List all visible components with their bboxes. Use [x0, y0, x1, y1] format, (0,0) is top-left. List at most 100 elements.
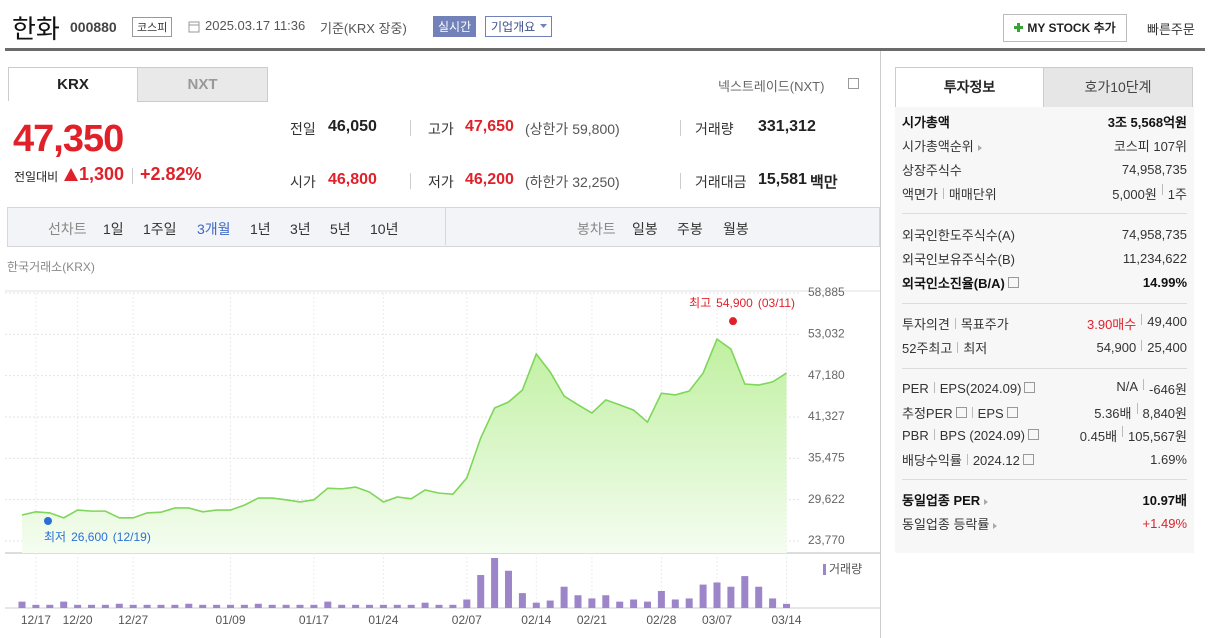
- candle-option[interactable]: 월봉: [723, 221, 749, 237]
- volume-bar: [296, 604, 304, 608]
- info-label: 최저: [963, 340, 988, 356]
- help-icon: [1007, 276, 1019, 288]
- info-label: 외국인한도주식수(A): [902, 227, 1016, 243]
- info-row: 추정PER EPS 5.36배 8,840원: [902, 401, 1187, 423]
- volume-bar: [505, 570, 512, 608]
- volume-bar: [101, 604, 109, 608]
- period-option[interactable]: 10년: [370, 221, 399, 237]
- info-row: 액면가 매매단위 5,000원 1주: [902, 182, 1187, 204]
- info-value: 74,958,735: [1121, 226, 1187, 242]
- separator: [410, 173, 411, 189]
- info-value: -646원: [1149, 381, 1187, 397]
- dropdown-arrow: [540, 24, 548, 28]
- my-stock-button[interactable]: MY STOCK 추가: [1003, 14, 1127, 42]
- quote-unit: 백만: [810, 174, 838, 191]
- volume-bar: [338, 604, 346, 608]
- candle-option[interactable]: 주봉: [677, 221, 703, 237]
- volume-bar: [532, 602, 540, 608]
- arrow-icon: [977, 144, 982, 151]
- info-labels: 외국인한도주식수(A): [902, 225, 1015, 244]
- volume-bar: [727, 586, 735, 608]
- change-label: 전일대비: [14, 170, 59, 184]
- annotation-dot: [44, 517, 52, 526]
- info-row: 배당수익률 2024.12 1.69%: [902, 448, 1187, 470]
- x-tick-label: 12/27: [118, 613, 148, 627]
- realtime-badge[interactable]: 실시간: [433, 16, 477, 37]
- section-divider: [902, 368, 1187, 369]
- quote-label: 전일: [290, 121, 316, 137]
- info-label: 외국인소진율(B/A): [902, 275, 1005, 291]
- tab-invest-info[interactable]: 투자정보: [895, 67, 1044, 107]
- volume-bar: [268, 604, 276, 608]
- info-value: +1.49%: [1142, 515, 1187, 531]
- volume-bar: [685, 598, 693, 608]
- info-label: 배당수익률: [902, 452, 962, 468]
- period-option[interactable]: 5년: [330, 221, 351, 237]
- info-label: 외국인보유주식수(B): [902, 251, 1016, 267]
- help-icon[interactable]: [848, 78, 859, 89]
- candle-option[interactable]: 일봉: [632, 221, 658, 237]
- quick-order[interactable]: 빠른주문: [1147, 22, 1195, 37]
- value-separator: [1143, 378, 1145, 390]
- period-option[interactable]: 3개월: [197, 221, 231, 237]
- volume-bar: [171, 604, 179, 608]
- volume-bar: [213, 604, 221, 608]
- help-icon: [1006, 406, 1018, 418]
- separator: [410, 120, 411, 136]
- volume-bar: [435, 604, 443, 608]
- x-tick-label: 02/28: [646, 613, 676, 627]
- volume-bar: [227, 604, 234, 608]
- label-separator: [957, 341, 959, 353]
- info-value: 25,400: [1147, 339, 1187, 355]
- volume-bar: [115, 603, 123, 608]
- volume-bar: [546, 600, 554, 608]
- up-triangle: [64, 168, 78, 181]
- volume-bar: [379, 604, 387, 608]
- period-option[interactable]: 1주일: [143, 221, 177, 237]
- info-label: 2024.12: [972, 452, 1020, 468]
- volume-bar: [46, 604, 54, 608]
- value-separator: [1161, 183, 1163, 195]
- chart-source: 한국거래소(KRX): [7, 260, 95, 274]
- tab-nxt[interactable]: NXT: [137, 67, 268, 102]
- volume-bar: [393, 604, 401, 608]
- tab-orderbook[interactable]: 호가10단계: [1043, 67, 1193, 108]
- volume-bar: [74, 604, 82, 608]
- annotation-date: (12/19): [113, 530, 151, 544]
- change-rate: +2.82%: [140, 164, 202, 184]
- period-option[interactable]: 1년: [250, 221, 271, 237]
- info-label: 매매단위: [948, 186, 997, 202]
- volume-bar: [143, 604, 151, 608]
- info-values: 74,958,735: [1122, 162, 1187, 177]
- volume-bar: [352, 604, 360, 608]
- lower-limit: (하한가 32,250): [525, 174, 620, 190]
- market-badge: 코스피: [132, 17, 173, 37]
- my-stock-label: MY STOCK 추가: [1027, 21, 1116, 35]
- line-chart-label: 선차트: [48, 221, 87, 237]
- period-option[interactable]: 3년: [290, 221, 311, 237]
- info-row: 외국인보유주식수(B) 11,234,622: [902, 247, 1187, 269]
- section-divider: [902, 479, 1187, 480]
- quote-value: 47,650: [465, 118, 514, 135]
- annotation-value-label: 26,600: [71, 530, 108, 544]
- info-label: 목표주가: [960, 316, 1009, 332]
- nxt-link[interactable]: 넥스트레이드(NXT): [718, 79, 825, 94]
- info-row: 외국인한도주식수(A) 74,958,735: [902, 223, 1187, 245]
- info-value: 74,958,735: [1121, 161, 1187, 177]
- period-option[interactable]: 1일: [103, 221, 124, 237]
- company-info-button[interactable]: 기업개요: [485, 16, 553, 37]
- volume-bar: [310, 604, 318, 608]
- label-separator: [971, 406, 973, 418]
- info-row: 상장주식수 74,958,735: [902, 158, 1187, 180]
- info-row: 외국인소진율(B/A) 14.99%: [902, 271, 1187, 293]
- annotation: 최고 54,900 (03/11): [689, 296, 795, 310]
- help-icon: [1024, 381, 1036, 393]
- quote-label: 고가: [428, 121, 454, 137]
- annotation-label: 최저: [44, 530, 66, 544]
- quote-value: 331,312: [758, 118, 816, 135]
- info-row: 52주최고 최저 54,900 25,400: [902, 336, 1187, 358]
- info-labels: 상장주식수: [902, 160, 962, 179]
- info-label: 액면가: [902, 186, 938, 202]
- info-values: 0.45배 105,567원: [1080, 425, 1187, 445]
- info-row: 동일업종 PER 10.97배: [902, 488, 1187, 510]
